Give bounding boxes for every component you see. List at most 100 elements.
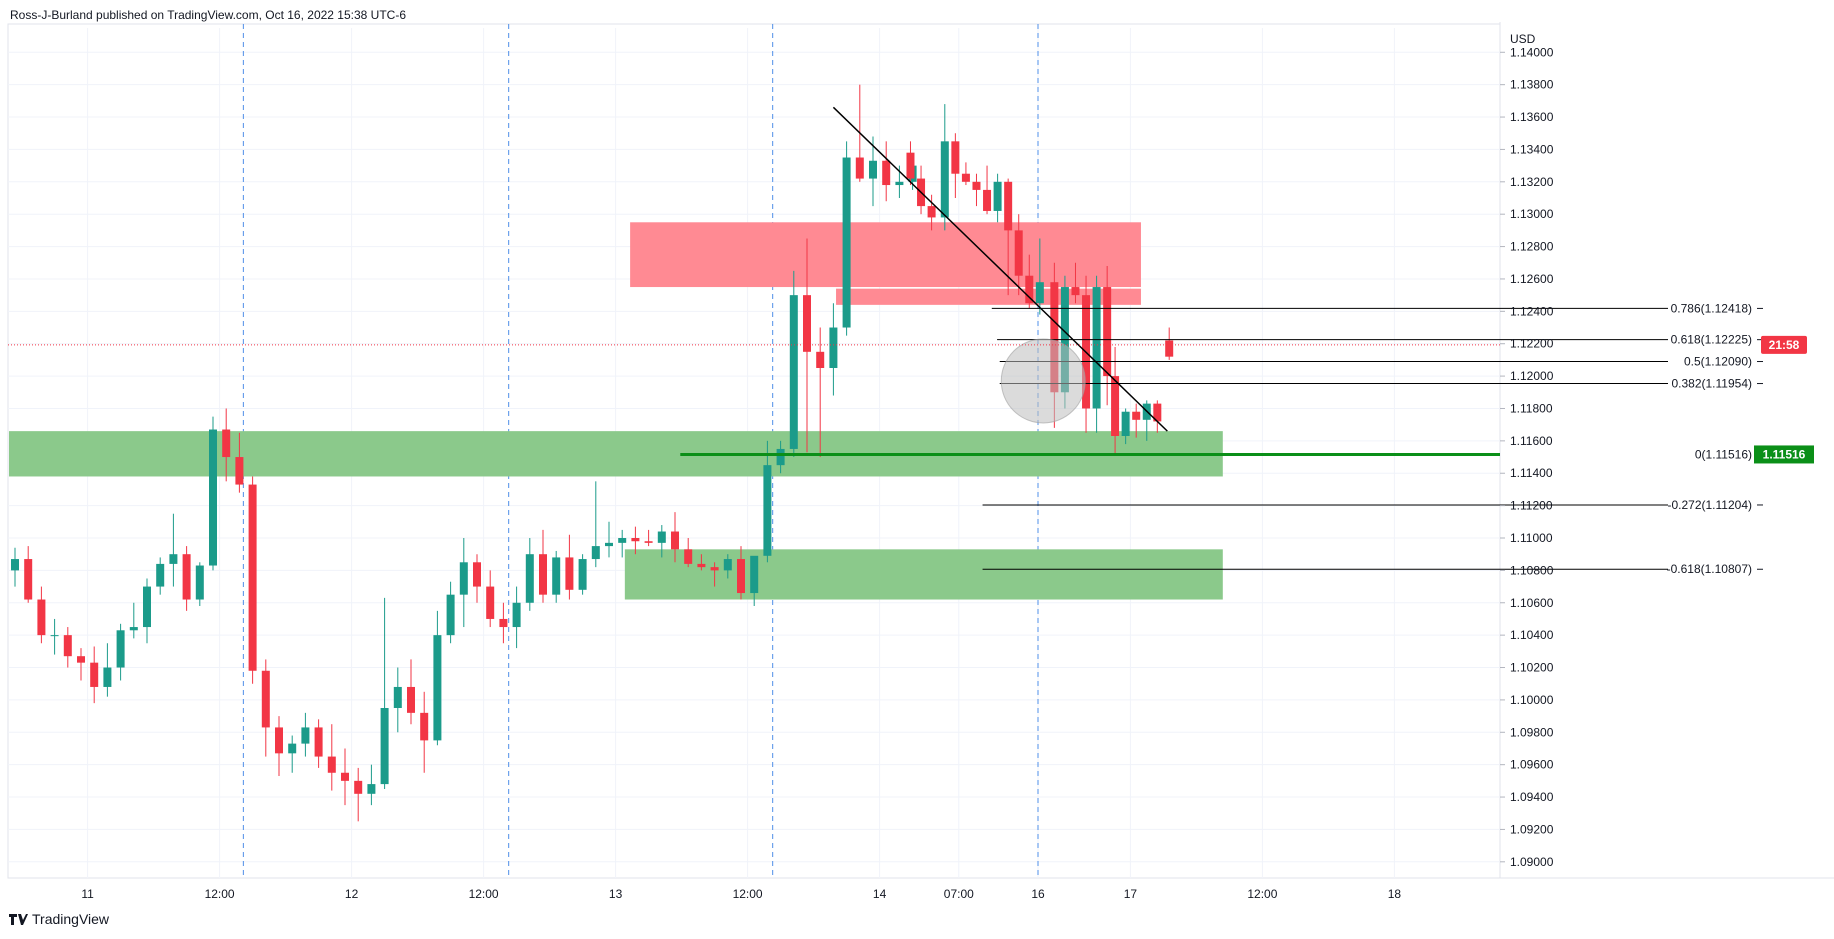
candle-down	[631, 538, 640, 542]
candle-up	[842, 157, 851, 328]
candle-up	[591, 546, 600, 560]
candle-up	[380, 708, 389, 785]
candle-down	[961, 173, 970, 182]
time-tick-label: 17	[1124, 887, 1138, 901]
price-tick-label: 1.09600	[1510, 758, 1554, 772]
candle-down	[803, 295, 811, 352]
candle-up	[103, 667, 112, 687]
candle-down	[327, 756, 336, 773]
support-zone	[624, 549, 1223, 600]
candle-down	[906, 152, 915, 179]
candle-down	[855, 157, 864, 179]
candle-down	[983, 189, 992, 211]
candle-up	[723, 559, 732, 571]
price-tick-label: 1.12400	[1510, 304, 1554, 318]
price-tick-label: 1.09400	[1510, 790, 1554, 804]
countdown-text: 21:58	[1769, 338, 1800, 352]
candle-up	[195, 565, 204, 600]
candle-down	[354, 780, 363, 794]
candle-up	[657, 531, 666, 543]
candle-down	[684, 549, 693, 564]
time-tick-label: 13	[609, 887, 623, 901]
candle-down	[697, 563, 706, 568]
candle-up	[169, 554, 178, 564]
time-tick-label: 12	[345, 887, 359, 901]
currency-label: USD	[1510, 32, 1536, 46]
candle-down	[24, 559, 33, 600]
price-tags: 21:58 1.11516	[1754, 335, 1814, 464]
candle-up	[1035, 282, 1044, 304]
candle-up	[525, 554, 534, 603]
candle-up	[578, 559, 587, 590]
price-tick-label: 1.10000	[1510, 693, 1554, 707]
candle-down	[1014, 230, 1023, 276]
price-tick-label: 1.10200	[1510, 661, 1554, 675]
price-axis[interactable]: 1.14000 1.13800 1.13600 1.13400 1.13200 1.130…	[1500, 32, 1554, 869]
candle-down	[816, 351, 825, 368]
candle-up	[512, 602, 521, 628]
candle-down	[222, 429, 231, 458]
candle-down	[882, 160, 891, 186]
candle-up	[116, 630, 125, 668]
candle-up	[459, 562, 468, 595]
candle-up	[301, 727, 310, 744]
current-price-text: 1.11516	[1763, 447, 1806, 461]
time-tick-label: 12:00	[205, 887, 235, 901]
price-tick-label: 1.10600	[1510, 596, 1554, 610]
price-tick-label: 1.13800	[1510, 78, 1554, 92]
candle-down	[539, 554, 547, 595]
time-tick-label: 12:00	[1247, 887, 1277, 901]
candle-up	[750, 555, 759, 594]
candle-down	[927, 206, 936, 218]
price-tick-label: 1.11200	[1510, 499, 1553, 513]
highlight-circle	[1000, 338, 1086, 424]
candle-down	[951, 141, 960, 174]
price-tick-label: 1.14000	[1510, 45, 1554, 59]
candle-up	[1121, 411, 1130, 436]
chart-drawings: 0.786(1.12418) 0.618(1.12225) 0.5(1.12090)…	[8, 106, 1763, 576]
current-price-tag	[1754, 445, 1814, 464]
time-tick-label: 07:00	[944, 887, 974, 901]
candle-up	[1092, 287, 1101, 409]
time-axis[interactable]: 11 12:00 12 12:00 13 12:00 14 07:00 16 17 12:00 18	[81, 887, 1401, 901]
time-tick-label: 16	[1031, 887, 1045, 901]
price-tick-label: 1.10400	[1510, 628, 1554, 642]
fib-level-label: -0.272(1.11204)	[1667, 498, 1752, 512]
time-tick-label: 12:00	[733, 887, 763, 901]
candle-down	[671, 531, 679, 550]
candle-up	[393, 686, 402, 708]
candle-down	[90, 662, 99, 687]
candle-down	[63, 635, 72, 657]
candle-down	[473, 562, 481, 587]
candle-down	[1132, 411, 1141, 420]
candle-up	[789, 295, 798, 449]
candle-up	[605, 542, 613, 547]
candle-down	[1153, 403, 1162, 422]
publisher-header: Ross-J-Burland published on TradingView.…	[10, 8, 406, 22]
price-tick-label: 1.12600	[1510, 272, 1554, 286]
time-tick-label: 12:00	[469, 887, 499, 901]
price-tick-label: 1.12800	[1510, 240, 1554, 254]
price-tick-label: 1.11400	[1510, 466, 1553, 480]
price-tick-label: 1.09200	[1510, 822, 1554, 836]
time-tick-label: 18	[1388, 887, 1402, 901]
candle-up	[940, 141, 949, 218]
candle-up	[209, 429, 217, 566]
candle-up	[50, 635, 59, 637]
candle-down	[275, 727, 283, 754]
fib-level-label: 0.786(1.12418)	[1671, 301, 1752, 315]
candle-down	[1165, 340, 1174, 357]
candle-down	[644, 541, 653, 543]
candle-down	[261, 670, 270, 728]
candle-up	[763, 465, 772, 556]
candle-up	[552, 557, 561, 595]
candle-up	[446, 594, 455, 636]
tradingview-footer[interactable]: TradingView	[8, 911, 109, 927]
candle-down	[737, 559, 745, 594]
candle-down	[499, 618, 508, 628]
candle-down	[565, 557, 574, 590]
fib-level-label: 0.382(1.11954)	[1671, 377, 1752, 391]
time-tick-label: 14	[873, 887, 887, 901]
fib-level-label: 0.618(1.12225)	[1671, 333, 1752, 347]
